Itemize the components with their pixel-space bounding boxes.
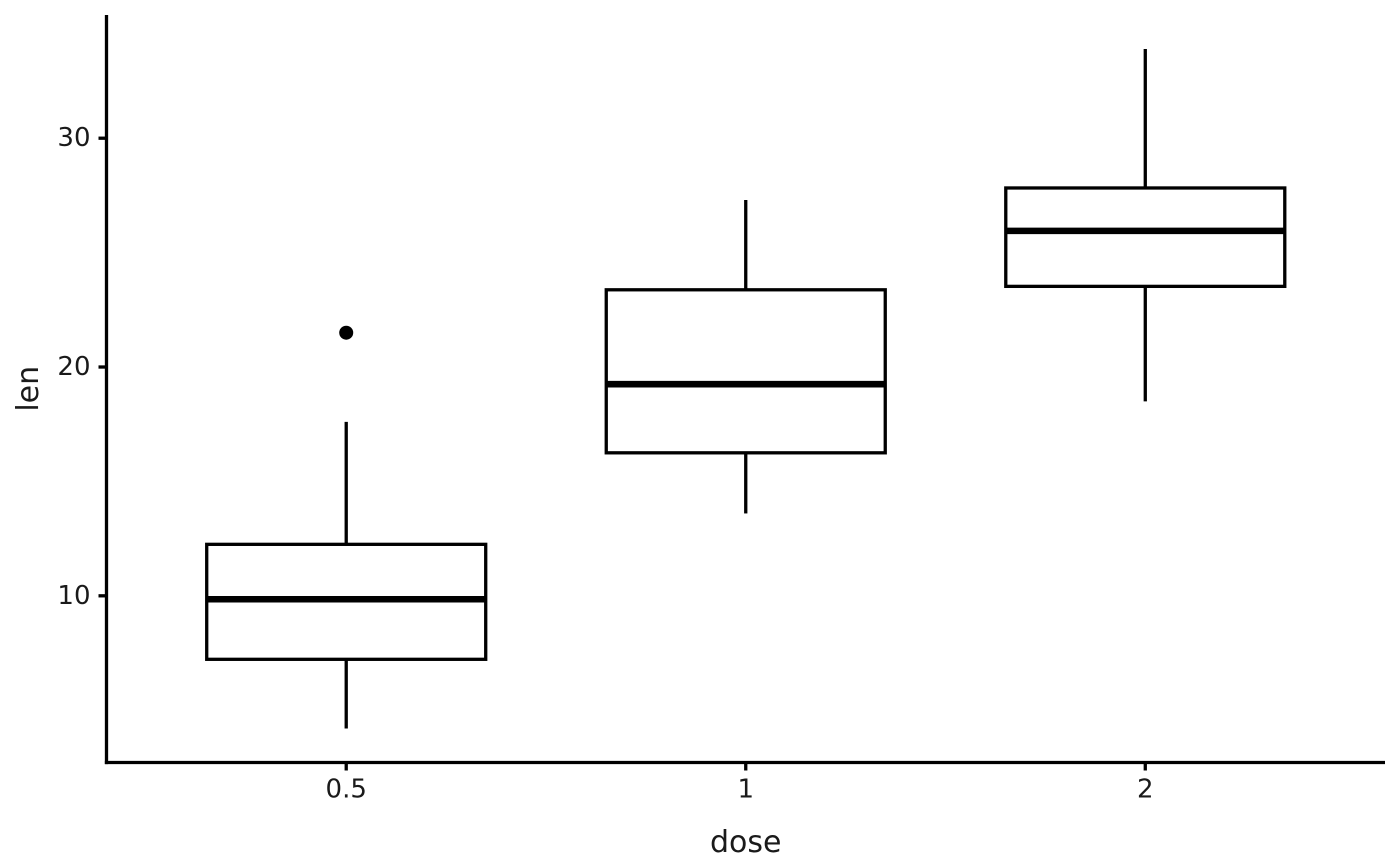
- x-axis: 0.5 1 2: [104, 760, 1385, 805]
- y-axis: 10 20 30: [57, 15, 109, 765]
- x-axis-title: dose: [710, 825, 781, 860]
- x-tick-label: 1: [737, 775, 754, 805]
- boxplot-group-2: [1004, 48, 1287, 402]
- x-tick-label: 0.5: [326, 775, 367, 805]
- y-tick-label: 30: [57, 123, 90, 153]
- y-tick-label: 20: [57, 352, 90, 382]
- iqr-box: [604, 288, 887, 455]
- x-tick-label: 2: [1137, 775, 1154, 805]
- y-tick-label: 10: [57, 581, 90, 611]
- boxes-layer: [205, 48, 1287, 729]
- y-axis-title: len: [11, 366, 46, 412]
- y-ticks: 10 20 30: [57, 123, 107, 611]
- x-ticks: 0.5 1 2: [326, 762, 1154, 805]
- boxplot-group-0.5: [205, 325, 488, 729]
- outlier-point: [339, 325, 354, 340]
- boxplot-group-1: [604, 199, 887, 514]
- iqr-box: [1004, 186, 1287, 289]
